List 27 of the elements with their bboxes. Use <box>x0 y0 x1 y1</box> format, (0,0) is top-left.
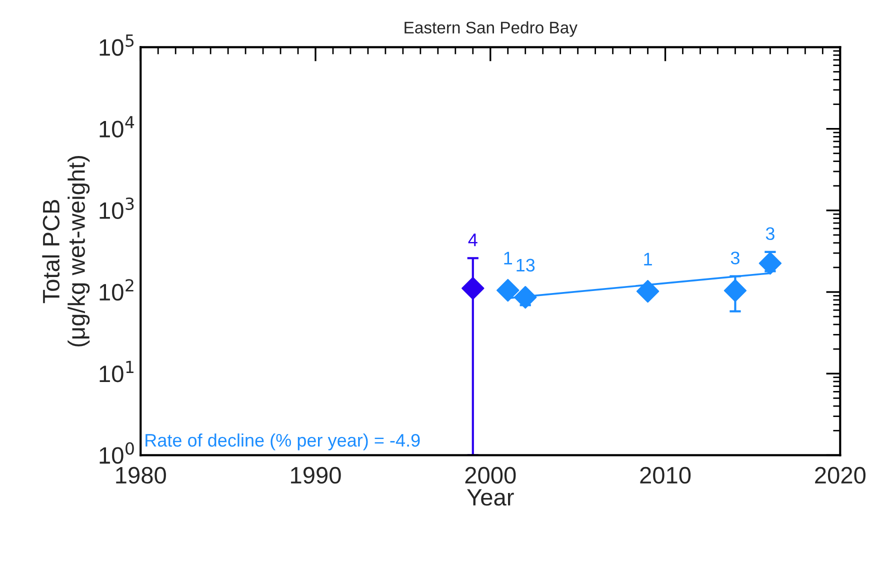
point <box>636 280 660 303</box>
annotation: 4 <box>468 234 478 246</box>
point <box>758 252 782 275</box>
annotation: 13 <box>516 258 535 272</box>
y-tick-label: 10$^{2}$ <box>100 279 134 301</box>
y-tick-label: 10$^{0}$ <box>100 442 134 464</box>
annotation: 1 <box>644 252 652 266</box>
y-tick-label: 10$^{5}$ <box>100 34 134 56</box>
point <box>496 278 520 302</box>
point <box>514 286 537 309</box>
y-tick-label: 10$^{3}$ <box>100 197 134 220</box>
y-tick-label: 10$^{1}$ <box>100 360 134 382</box>
annotation: 3 <box>730 252 740 264</box>
annotation: Rate of decline (% per year) = -4.9 <box>146 433 420 450</box>
annotation: 3 <box>766 227 774 240</box>
y-axis-title: Total PCB (μg/kg wet-weight) <box>42 156 90 346</box>
x-tick-label: 2020 <box>815 466 866 484</box>
point <box>462 276 484 300</box>
x-tick-label: 2010 <box>640 466 691 484</box>
x-tick-label: 1980 <box>116 466 166 484</box>
x-tick-label: 2000 <box>465 466 516 484</box>
annotation: 1 <box>504 252 512 264</box>
chart-title: Eastern San Pedro Bay <box>404 21 578 37</box>
x-tick-label: 1990 <box>291 466 341 484</box>
x-axis-title: Year <box>467 489 514 506</box>
point <box>724 279 747 302</box>
y-tick-label: 10$^{4}$ <box>100 116 134 138</box>
